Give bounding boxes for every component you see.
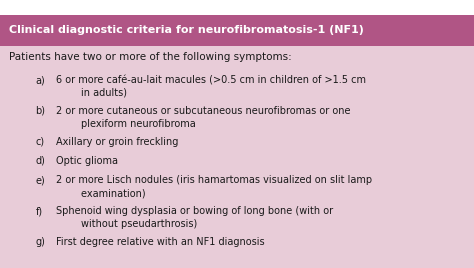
Text: Clinical diagnostic criteria for neurofibromatosis-1 (NF1): Clinical diagnostic criteria for neurofi… xyxy=(9,25,364,35)
Text: d): d) xyxy=(36,156,46,166)
Text: f): f) xyxy=(36,206,43,216)
Text: 2 or more cutaneous or subcutaneous neurofibromas or one
        plexiform neuro: 2 or more cutaneous or subcutaneous neur… xyxy=(56,106,350,129)
Text: Optic glioma: Optic glioma xyxy=(56,156,118,166)
Text: First degree relative with an NF1 diagnosis: First degree relative with an NF1 diagno… xyxy=(56,237,264,247)
Text: a): a) xyxy=(36,75,46,85)
Text: 6 or more café-au-lait macules (>0.5 cm in children of >1.5 cm
        in adults: 6 or more café-au-lait macules (>0.5 cm … xyxy=(56,75,366,98)
Text: Axillary or groin freckling: Axillary or groin freckling xyxy=(56,137,178,147)
Text: Patients have two or more of the following symptoms:: Patients have two or more of the followi… xyxy=(9,52,292,62)
Bar xyxy=(0,0,474,15)
Bar xyxy=(0,15,474,46)
Bar xyxy=(0,46,474,268)
Text: c): c) xyxy=(36,137,45,147)
Text: 2 or more Lisch nodules (iris hamartomas visualized on slit lamp
        examina: 2 or more Lisch nodules (iris hamartomas… xyxy=(56,175,372,198)
Text: e): e) xyxy=(36,175,46,185)
Text: Sphenoid wing dysplasia or bowing of long bone (with or
        without pseudart: Sphenoid wing dysplasia or bowing of lon… xyxy=(56,206,333,229)
Text: b): b) xyxy=(36,106,46,116)
Text: g): g) xyxy=(36,237,46,247)
